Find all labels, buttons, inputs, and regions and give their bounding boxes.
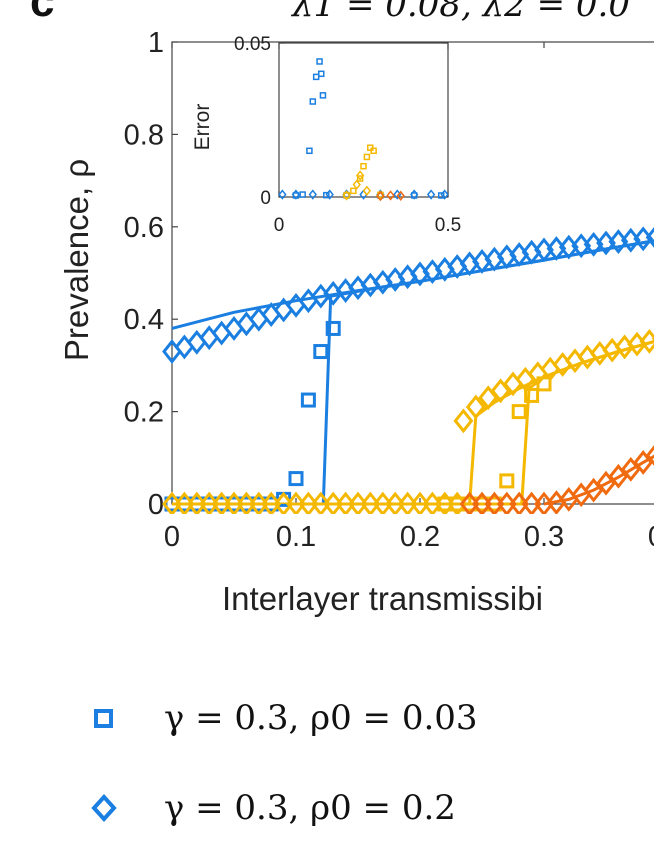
inset-square-point [370, 147, 377, 155]
inset-diamond-point [362, 185, 372, 197]
main-diamond-point [633, 450, 654, 475]
inset-diamond-point [376, 190, 385, 202]
chart-title: λ1 = 0.08, λ2 = 0.0 [290, 0, 630, 25]
main-plot: 0 0.1 0.2 0.3 0.4 0 0.2 0.4 0.6 0.8 1 [124, 27, 654, 553]
inset-diamond-point [386, 190, 395, 201]
main-square-point [288, 471, 304, 487]
inset-square-point [318, 70, 325, 78]
inset-square-point [306, 147, 313, 155]
main-diamond-point [453, 408, 474, 434]
inset-plot: 0 0.5 0 0.05 [234, 34, 461, 236]
inset-square-point [323, 191, 330, 199]
main-x-tick-label: 0.3 [524, 521, 564, 553]
inset-diamond-point [291, 189, 301, 200]
inset-square-point [360, 162, 367, 170]
inset-square-point [350, 187, 357, 195]
main-y-tick-label: 0.8 [124, 119, 164, 151]
square-marker-icon [94, 709, 113, 728]
main-square-point [325, 320, 341, 336]
main-y-tick-label: 0.2 [124, 397, 164, 429]
inset-square-point [363, 153, 371, 161]
legend-label: γ = 0.3, ρ0 = 0.03 [164, 698, 478, 738]
main-square-point [524, 387, 540, 403]
inset-square-point [319, 92, 327, 99]
main-square-point [536, 376, 552, 392]
panel-label: c [30, 0, 54, 26]
inset-diamond-point [325, 189, 334, 200]
inset-diamond-point [426, 189, 436, 200]
main-y-tick-label: 0.4 [124, 304, 164, 336]
main-diamond-point [465, 394, 486, 420]
inset-y-axis-label: Error [191, 104, 214, 151]
main-square-point [499, 473, 515, 489]
inset-plot-frame [278, 42, 449, 198]
main-x-tick-label: 0 [164, 521, 180, 553]
main-diamond-point [645, 445, 654, 466]
inset-diamond-point [410, 189, 419, 200]
inset-square-point [309, 98, 317, 105]
main-diamond-point [639, 328, 654, 354]
main-y-tick-label: 1 [148, 27, 164, 59]
diamond-marker-icon [91, 794, 117, 822]
inset-diamond-point [342, 190, 351, 201]
legend-item-1: γ = 0.3, ρ0 = 0.03 [84, 693, 478, 743]
main-x-tick-label: 0.4 [648, 521, 654, 553]
main-x-tick-label: 0.1 [276, 521, 316, 553]
main-diamond-point [645, 227, 654, 248]
inset-square-point [356, 175, 364, 182]
y-axis-label: Prevalence, ρ [58, 159, 95, 361]
inset-diamond-point [352, 179, 361, 190]
inset-diamond-point [396, 190, 405, 201]
legend-item-2: γ = 0.3, ρ0 = 0.2 [84, 783, 456, 833]
main-diamond-point [478, 385, 499, 411]
inset-x-tick-label: 0.5 [435, 215, 461, 236]
main-x-tick-label: 0.2 [400, 521, 440, 553]
inset-square-point [299, 191, 306, 198]
main-diamond-point [490, 378, 511, 404]
main-y-tick-label: 0 [148, 489, 164, 521]
x-axis-label: Interlayer transmissibi [222, 580, 543, 617]
legend-label: γ = 0.3, ρ0 = 0.2 [164, 788, 456, 828]
inset-x-tick-label: 0 [274, 215, 285, 236]
main-y-tick-label: 0.6 [124, 212, 164, 244]
inset-y-tick-label: 0 [260, 188, 271, 209]
main-diamond-point [583, 477, 604, 503]
inset-diamond-point [308, 189, 317, 200]
inset-y-tick-label: 0.05 [234, 34, 271, 55]
main-square-point [300, 392, 316, 408]
main-diamond-point [608, 463, 629, 489]
inset-diamond-point [278, 189, 287, 200]
main-fit-line [543, 454, 654, 506]
inset-diamond-point [355, 170, 365, 181]
main-diamond-point [596, 470, 616, 496]
inset-square-point [437, 192, 445, 199]
main-square-point [313, 344, 329, 360]
main-square-point [511, 404, 527, 420]
inset-diamond-point [440, 189, 449, 200]
main-diamond-point [620, 456, 641, 482]
inset-square-point [316, 58, 323, 65]
